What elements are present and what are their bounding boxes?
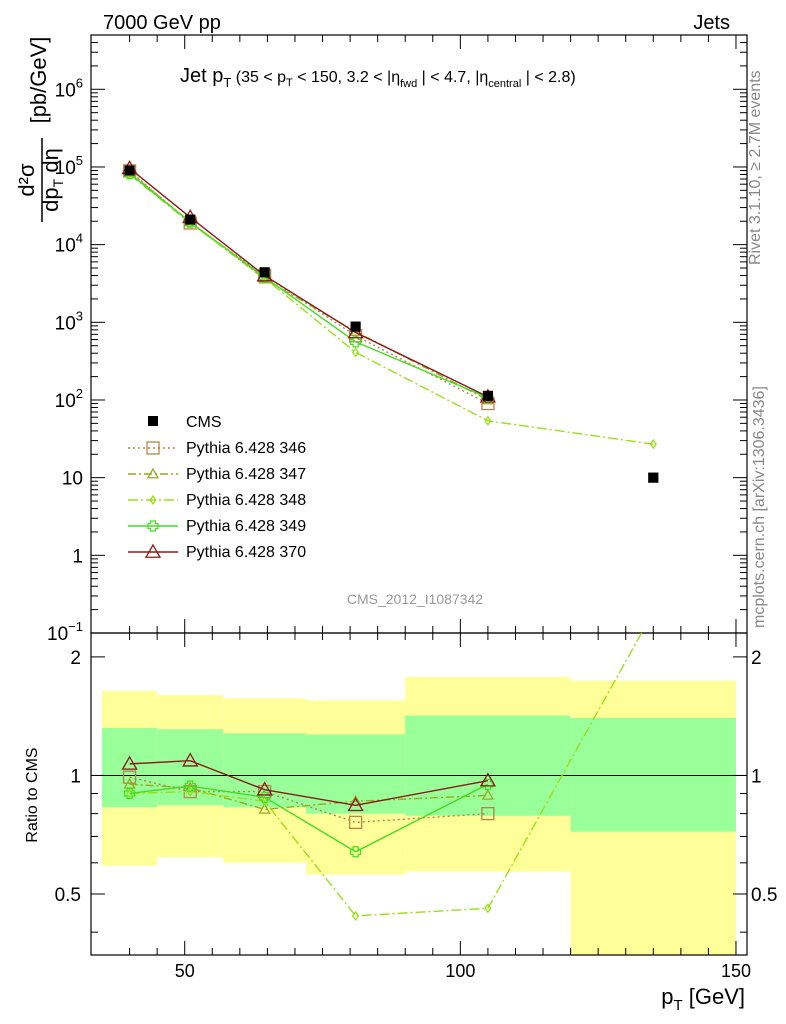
- ratio-tick-label: 0.5: [55, 885, 81, 906]
- series-point: [146, 441, 160, 455]
- ratio-band-inner: [405, 715, 571, 816]
- series-cms-top: [124, 165, 659, 483]
- legend: CMS Pythia 6.428 346 Pythia 6.428 347 Pythi…: [128, 414, 306, 561]
- ratio-panel: 50 100 150 0.5 0.5 1 1 2 2: [55, 632, 777, 981]
- svg-text:dpT dη: dpT dη: [38, 148, 66, 212]
- ratio-series-pythia-6-428-346: [122, 770, 495, 830]
- ratio-tick-label: 2: [70, 648, 81, 669]
- y-tick-label: 104: [55, 231, 83, 257]
- ratio-series-line: [129, 632, 643, 917]
- series-point: [479, 772, 497, 787]
- y-tick-label: 10: [62, 469, 83, 490]
- series-point: [182, 752, 199, 767]
- series-point: [649, 439, 657, 450]
- legend-label: Pythia 6.428 346: [186, 440, 306, 457]
- legend-label: Pythia 6.428 349: [186, 518, 306, 535]
- data-point: [185, 214, 196, 225]
- x-tick-label: 150: [721, 961, 751, 981]
- legend-label: CMS: [186, 414, 222, 431]
- analysis-id-label: CMS_2012_I1087342: [347, 591, 483, 607]
- series-cms: [124, 165, 659, 483]
- ratio-tick-label: 0.5: [751, 885, 777, 906]
- ratio-tick-label: 2: [751, 648, 762, 669]
- series-point: [352, 910, 360, 921]
- series-point: [350, 336, 362, 348]
- series-point: [481, 806, 495, 821]
- legend-label: Pythia 6.428 348: [186, 492, 306, 509]
- svg-text:[pb/GeV]: [pb/GeV]: [26, 37, 51, 124]
- ratio-tick-label: 1: [751, 766, 762, 787]
- legend-label: Pythia 6.428 370: [186, 544, 306, 561]
- chart-title: Jet pT (35 < pT < 150, 3.2 < |ηfwd | < 4…: [180, 65, 576, 90]
- data-point: [648, 472, 659, 483]
- ratio-series-pythia-6-428-348: [125, 632, 643, 921]
- ratio-series-line: [129, 783, 488, 811]
- series-point: [122, 770, 137, 784]
- series-point: [149, 494, 157, 506]
- series-pythia-6-428-347: [123, 165, 495, 405]
- ylabel-d2sigma: d²σ: [14, 163, 39, 197]
- data-point: [124, 165, 135, 176]
- series-line: [129, 167, 489, 398]
- series-point: [484, 415, 492, 426]
- series-point: [261, 796, 269, 807]
- process-label: Jets: [693, 12, 730, 34]
- series-point: [184, 780, 196, 792]
- series-point: [125, 788, 134, 799]
- series-point: [348, 815, 363, 830]
- x-axis-title: pT [GeV]: [661, 984, 745, 1014]
- main-y-axis-title: d²σ dpT dη [pb/GeV]: [14, 37, 66, 222]
- ratio-series-pythia-6-428-370: [121, 752, 497, 812]
- series-point: [121, 755, 138, 770]
- y-tick-label: 103: [55, 308, 83, 334]
- series-point: [256, 781, 273, 796]
- y-tick-label: 10−1: [47, 619, 83, 645]
- series-point: [146, 467, 160, 479]
- series-point: [123, 787, 136, 800]
- data-point: [482, 390, 493, 401]
- series-line: [129, 171, 489, 401]
- series-point: [350, 846, 362, 858]
- ratio-tick-label: 1: [70, 766, 81, 787]
- series-pythia-6-428-349: [123, 168, 494, 404]
- data-point: [259, 267, 270, 278]
- ratio-series-line: [129, 760, 489, 806]
- series-line: [129, 170, 489, 405]
- svg-text:d²σ: d²σ: [14, 163, 39, 197]
- ratio-y-axis-title: Ratio to CMS: [24, 747, 41, 842]
- series-pythia-6-428-370: [121, 160, 497, 403]
- ratio-series-line: [129, 783, 489, 853]
- ratio-band-inner: [102, 727, 158, 808]
- x-tick-label: 50: [175, 961, 195, 981]
- series-point: [347, 796, 364, 812]
- series-pythia-6-428-348: [125, 169, 657, 450]
- y-tick-label: 102: [55, 386, 83, 412]
- series-point: [481, 789, 495, 800]
- series-point: [484, 903, 492, 914]
- x-tick-label: 100: [445, 961, 475, 981]
- legend-marker-cms: [148, 416, 158, 426]
- rivet-label: Rivet 3.1.10, ≥ 2.7M events: [747, 70, 764, 265]
- y-tick-label: 1: [72, 546, 83, 567]
- series-point: [144, 543, 162, 558]
- y-tick-label: 105: [55, 153, 83, 179]
- ratio-band-inner: [570, 717, 736, 832]
- energy-label: 7000 GeV pp: [103, 12, 221, 34]
- ratio-series-line: [129, 776, 488, 824]
- main-panel: 10−1 1 10 102 103 104 105 106 CMS Pythia 6.428 34…: [47, 34, 748, 645]
- y-tick-label: 106: [55, 75, 83, 101]
- ratio-frame: [90, 632, 748, 956]
- series-line: [129, 173, 654, 445]
- series-point: [258, 803, 271, 814]
- mcplots-label: mcplots.cern.ch [arXiv:1306.3436]: [751, 386, 768, 628]
- legend-label: Pythia 6.428 347: [186, 466, 306, 483]
- series-point: [147, 520, 159, 532]
- data-point: [350, 321, 361, 332]
- series-point: [352, 347, 360, 358]
- series-point: [186, 786, 194, 797]
- series-line: [129, 173, 489, 399]
